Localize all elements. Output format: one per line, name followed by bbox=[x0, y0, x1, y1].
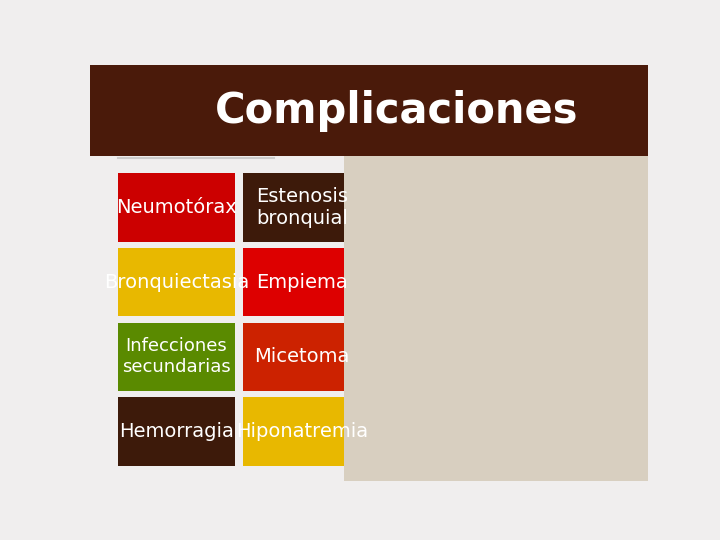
FancyBboxPatch shape bbox=[118, 322, 235, 391]
FancyBboxPatch shape bbox=[243, 397, 361, 466]
FancyBboxPatch shape bbox=[90, 65, 648, 156]
Text: Complicaciones: Complicaciones bbox=[215, 90, 579, 132]
FancyBboxPatch shape bbox=[118, 248, 235, 316]
Text: Infecciones
secundarias: Infecciones secundarias bbox=[122, 338, 231, 376]
Text: Empiema: Empiema bbox=[256, 273, 348, 292]
FancyBboxPatch shape bbox=[118, 173, 235, 241]
Text: Neumotórax: Neumotórax bbox=[116, 198, 237, 217]
Text: Hiponatremia: Hiponatremia bbox=[236, 422, 368, 441]
FancyBboxPatch shape bbox=[243, 248, 361, 316]
Text: Micetoma: Micetoma bbox=[254, 347, 350, 367]
FancyBboxPatch shape bbox=[243, 322, 361, 391]
Text: Hemorragia: Hemorragia bbox=[119, 422, 234, 441]
FancyBboxPatch shape bbox=[243, 173, 361, 241]
FancyBboxPatch shape bbox=[344, 156, 648, 481]
Text: Estenosis
bronquial: Estenosis bronquial bbox=[256, 187, 348, 228]
FancyBboxPatch shape bbox=[118, 397, 235, 466]
Text: Bronquiectasia: Bronquiectasia bbox=[104, 273, 249, 292]
